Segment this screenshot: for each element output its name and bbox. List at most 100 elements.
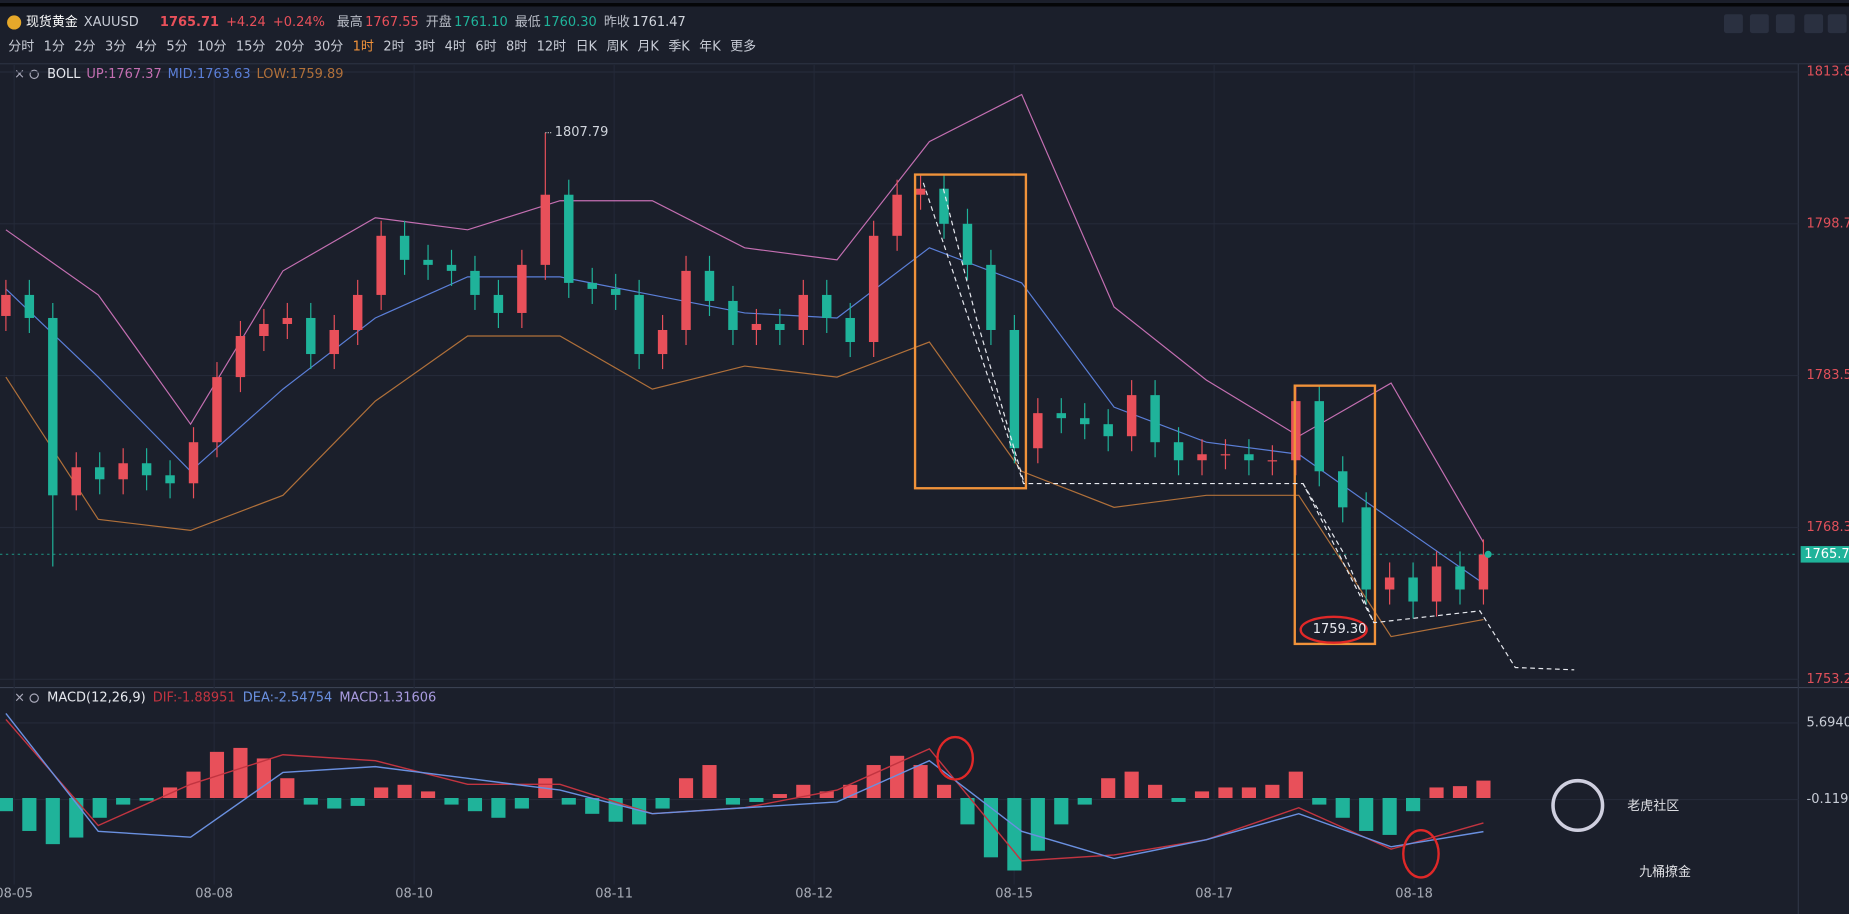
- macd-bar: [444, 798, 459, 805]
- period-button[interactable]: 10分: [197, 40, 227, 55]
- candle-body: [259, 323, 269, 337]
- macd-bar: [420, 791, 436, 799]
- candle-body: [1033, 413, 1043, 449]
- watermark: 老虎社区: [1627, 798, 1679, 814]
- watermark: 九桶撩金: [1639, 864, 1691, 880]
- macd-bar: [678, 778, 694, 799]
- period-button[interactable]: 12时: [537, 40, 567, 55]
- period-button[interactable]: 4分: [136, 40, 157, 55]
- legend-item: BOLL: [47, 67, 81, 82]
- period-button[interactable]: 日K: [576, 40, 598, 55]
- close-icon[interactable]: ×: [14, 691, 25, 706]
- period-button[interactable]: 5分: [166, 40, 187, 55]
- close-icon[interactable]: ×: [14, 67, 25, 82]
- period-button[interactable]: 年K: [699, 40, 721, 55]
- period-button[interactable]: 3时: [414, 40, 435, 55]
- stat-value: 1767.55: [365, 15, 419, 30]
- candle-body: [141, 463, 152, 476]
- period-button[interactable]: 2分: [74, 40, 95, 55]
- boll-band: [5, 335, 1484, 638]
- tool-button[interactable]: [1775, 14, 1795, 34]
- period-button[interactable]: 20分: [275, 40, 305, 55]
- candle-body: [306, 317, 316, 355]
- period-button[interactable]: 周K: [606, 40, 628, 55]
- last-price-label: 1765.71: [1804, 547, 1849, 562]
- macd-bar: [209, 751, 225, 799]
- candle-body: [540, 194, 551, 265]
- candle-body: [915, 188, 926, 195]
- macd-bar: [514, 798, 529, 809]
- period-button[interactable]: 15分: [236, 40, 266, 55]
- candle-body: [1197, 454, 1207, 461]
- x-tick-label: 08-08: [195, 886, 233, 901]
- macd-bar: [1007, 798, 1022, 871]
- period-button[interactable]: 分时: [8, 40, 34, 55]
- period-button[interactable]: 8时: [506, 40, 527, 55]
- tool-button[interactable]: [1827, 14, 1847, 34]
- x-tick-label: 08-11: [595, 886, 633, 901]
- tool-button[interactable]: [1804, 14, 1824, 34]
- period-button[interactable]: 季K: [668, 40, 690, 55]
- candle-body: [1431, 566, 1442, 602]
- candle-body: [1408, 577, 1418, 602]
- candle-body: [1384, 577, 1395, 590]
- annotation: 1807.79: [555, 125, 609, 140]
- y-tick-label: -0.11926: [1807, 792, 1849, 807]
- legend-item: MACD(12,26,9): [47, 691, 146, 706]
- settings-icon[interactable]: [29, 693, 39, 703]
- macd-bar: [1452, 786, 1468, 799]
- candle-body: [681, 270, 691, 330]
- period-button[interactable]: 3分: [105, 40, 126, 55]
- candle-body: [587, 282, 597, 289]
- highlight-ellipse: [1402, 829, 1440, 879]
- period-button[interactable]: 2时: [383, 40, 404, 55]
- candle-body: [657, 329, 668, 355]
- annotation: 1759.30: [1313, 622, 1367, 637]
- period-button[interactable]: 30分: [314, 40, 344, 55]
- period-button[interactable]: 1分: [44, 40, 65, 55]
- macd-bar: [1124, 771, 1139, 799]
- stat-label: 最高: [337, 14, 363, 30]
- settings-icon[interactable]: [29, 69, 39, 80]
- period-button[interactable]: 4时: [445, 40, 466, 55]
- highlight-ellipse: [1299, 615, 1368, 644]
- legend-item: LOW:1759.89: [256, 67, 343, 82]
- macd-bar: [1030, 798, 1045, 851]
- candle-body: [1056, 413, 1067, 419]
- x-tick-label: 08-17: [1195, 886, 1233, 901]
- period-button[interactable]: 月K: [637, 40, 659, 55]
- candle-body: [446, 264, 457, 271]
- candle-body: [71, 467, 81, 496]
- macd-bar: [491, 798, 506, 818]
- x-tick-label: 08-18: [1395, 886, 1433, 901]
- candle-body: [212, 377, 222, 443]
- macd-bar: [1194, 791, 1210, 799]
- period-button[interactable]: 1时: [353, 40, 374, 55]
- period-button[interactable]: 6时: [475, 40, 496, 55]
- annotation-shapes: [913, 173, 1605, 879]
- macd-bar: [1171, 798, 1186, 802]
- y-tick-label: 1813.85: [1807, 64, 1849, 79]
- last-price-dot: [1484, 550, 1492, 558]
- candle-body: [188, 442, 199, 484]
- tool-button[interactable]: [1724, 14, 1743, 34]
- macd-bar: [983, 798, 999, 858]
- candle-body: [728, 300, 738, 330]
- macd-bar: [913, 765, 928, 799]
- candle-body: [962, 223, 973, 265]
- chart-layer: 现货黄金 XAUUSD 1765.71 +4.24 +0.24% 最高 1767.55 开盘 1…: [0, 14, 1849, 901]
- stat-label: 昨收: [604, 15, 630, 30]
- candle-body: [493, 294, 504, 313]
- trend-line: [922, 182, 1575, 671]
- macd-bar: [0, 798, 13, 812]
- candle-body: [24, 294, 35, 318]
- macd-bar: [1101, 778, 1116, 799]
- macd-bar: [1335, 798, 1350, 818]
- x-tick-label: 08-12: [795, 886, 833, 901]
- macd-bar: [1077, 798, 1092, 805]
- macd-bar: [92, 798, 107, 818]
- candle-body: [1173, 442, 1184, 461]
- candle-body: [1478, 554, 1489, 590]
- tool-button[interactable]: [1749, 14, 1769, 34]
- period-button[interactable]: 更多: [730, 39, 756, 55]
